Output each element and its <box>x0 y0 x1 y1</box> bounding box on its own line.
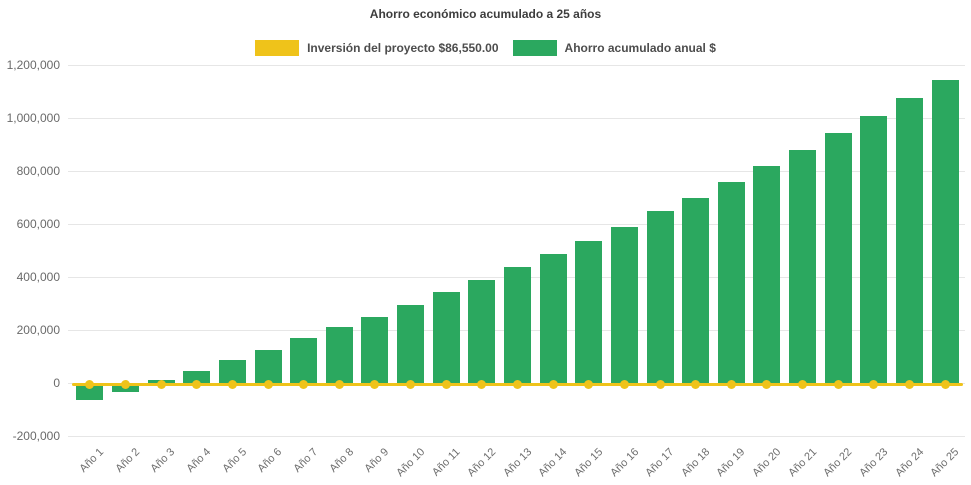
bar-año-17 <box>646 211 674 383</box>
legend-item-investment[interactable]: Inversión del proyecto $86,550.00 <box>255 40 499 56</box>
x-axis-tick-label: Año 15 <box>572 446 606 480</box>
y-axis-tick-label: 200,000 <box>16 323 60 337</box>
grid-line <box>68 436 965 437</box>
x-axis-tick-label: Año 16 <box>607 446 641 480</box>
bar-año-15 <box>575 240 603 383</box>
legend-swatch-investment <box>255 40 300 56</box>
grid-line <box>68 65 965 66</box>
investment-line-marker <box>192 379 202 389</box>
investment-line-marker <box>120 379 130 389</box>
bar-año-4 <box>183 370 211 383</box>
investment-line-marker <box>85 379 95 389</box>
y-axis-tick-label: 1,200,000 <box>6 58 60 72</box>
x-axis-tick-label: Año 18 <box>679 446 713 480</box>
bar-año-24 <box>896 98 924 383</box>
bar-año-22 <box>824 132 852 383</box>
x-axis-tick-label: Año 13 <box>500 446 534 480</box>
investment-line-marker <box>619 379 629 389</box>
investment-line-marker <box>299 379 309 389</box>
bar-año-13 <box>504 266 531 383</box>
bar-año-5 <box>218 359 246 383</box>
bar-año-11 <box>432 291 460 383</box>
x-axis-tick-label: Año 6 <box>255 446 285 475</box>
investment-line-marker <box>548 379 558 389</box>
y-axis-tick-label: 1,000,000 <box>6 111 60 125</box>
investment-line-marker <box>441 379 451 389</box>
bar-año-6 <box>254 350 282 383</box>
investment-line-marker <box>726 379 736 389</box>
bar-año-7 <box>290 337 318 383</box>
investment-line-marker <box>940 379 950 389</box>
y-axis-tick-label: 600,000 <box>16 217 60 231</box>
y-axis-tick-label: 400,000 <box>16 270 60 284</box>
bar-año-12 <box>468 279 496 383</box>
investment-line-marker <box>227 379 237 389</box>
y-axis-tick-label: 0 <box>53 376 60 390</box>
bar-año-19 <box>717 182 745 383</box>
bar-año-9 <box>361 316 389 383</box>
bar-año-18 <box>682 197 710 383</box>
x-axis-tick-label: Año 19 <box>714 446 748 480</box>
bar-año-20 <box>753 165 781 383</box>
chart-title: Ahorro económico acumulado a 25 años <box>369 7 602 21</box>
bar-año-8 <box>325 326 353 383</box>
bar-año-23 <box>860 115 888 383</box>
bar-año-16 <box>610 226 638 383</box>
investment-line-marker <box>762 379 772 389</box>
investment-line-marker <box>513 379 522 389</box>
investment-line-marker <box>655 379 665 389</box>
x-axis-tick-label: Año 25 <box>928 446 962 480</box>
legend: Inversión del proyecto $86,550.00 Ahorro… <box>0 40 971 56</box>
x-axis-tick-label: Año 20 <box>750 446 784 480</box>
x-axis-tick-label: Año 1 <box>77 446 107 475</box>
investment-line-marker <box>869 379 879 389</box>
bar-año-21 <box>789 150 817 383</box>
x-axis-tick-label: Año 24 <box>892 446 927 480</box>
bar-año-14 <box>539 254 567 383</box>
x-axis-tick-label: Año 4 <box>184 446 214 475</box>
grid-line <box>68 224 965 225</box>
legend-swatch-savings <box>512 40 557 56</box>
x-axis-tick-label: Año 7 <box>291 446 321 475</box>
investment-line-marker <box>156 379 166 389</box>
investment-line-marker <box>905 379 915 389</box>
x-axis-tick-label: Año 21 <box>785 446 820 480</box>
investment-line-marker <box>370 379 380 389</box>
bar-año-1 <box>76 383 104 400</box>
legend-label-savings: Ahorro acumulado anual $ <box>564 41 716 55</box>
legend-item-savings[interactable]: Ahorro acumulado anual $ <box>512 40 716 56</box>
x-axis-tick-label: Año 3 <box>148 446 178 475</box>
x-axis-tick-label: Año 17 <box>643 446 677 480</box>
legend-label-investment: Inversión del proyecto $86,550.00 <box>307 41 499 55</box>
investment-line-marker <box>406 379 416 389</box>
x-axis-tick-label: Año 12 <box>465 446 499 480</box>
grid-line <box>68 118 965 119</box>
x-axis-tick-label: Año 11 <box>430 446 463 479</box>
x-axis-tick-label: Año 14 <box>536 446 570 480</box>
grid-line <box>68 171 965 172</box>
y-axis-tick-label: -200,000 <box>12 429 60 443</box>
y-axis-tick-label: 800,000 <box>16 164 60 178</box>
investment-line-marker <box>584 379 594 389</box>
investment-line-marker <box>334 379 344 389</box>
x-axis-tick-label: Año 22 <box>821 446 855 480</box>
bar-año-10 <box>397 304 425 383</box>
x-axis-tick-label: Año 9 <box>362 446 392 475</box>
x-axis-tick-label: Año 2 <box>113 446 142 475</box>
investment-line-marker <box>691 379 701 389</box>
bar-año-25 <box>931 80 959 383</box>
x-axis-tick-label: Año 10 <box>393 446 428 480</box>
x-axis-tick-label: Año 8 <box>326 446 356 475</box>
investment-line-marker <box>833 379 843 389</box>
investment-line-marker <box>798 379 808 389</box>
investment-line-marker <box>263 379 273 389</box>
x-axis-tick-label: Año 23 <box>857 446 891 480</box>
x-axis-tick-label: Año 5 <box>220 446 249 475</box>
investment-line-marker <box>477 379 487 389</box>
